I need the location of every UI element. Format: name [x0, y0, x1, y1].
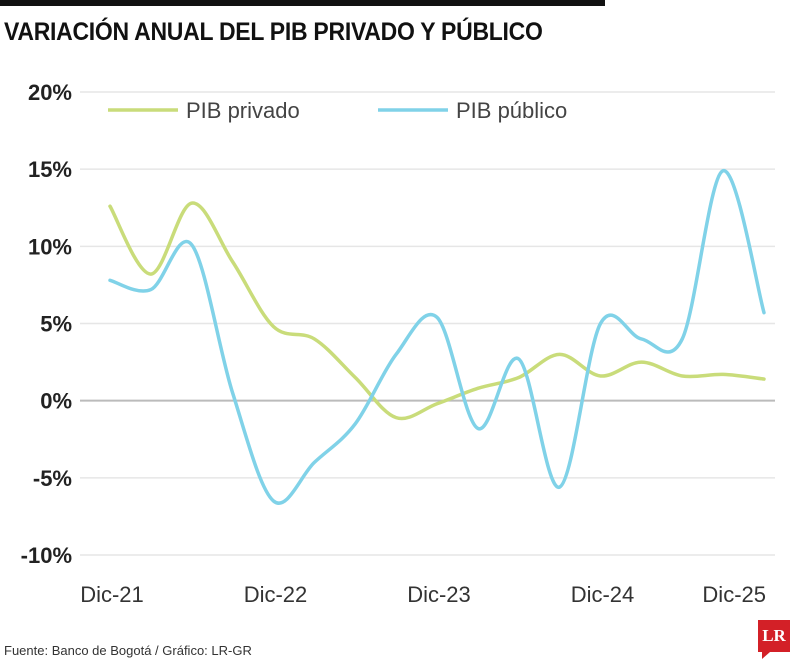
line-chart: 20% 15% 10% 5% 0% -5% -10% Dic-21 Dic-22 Dic-23 Di…: [21, 80, 775, 607]
y-tick-label: 10%: [28, 234, 72, 259]
x-tick-label: Dic-25: [702, 582, 766, 607]
x-tick-label: Dic-22: [244, 582, 308, 607]
y-tick-label: -5%: [33, 466, 72, 491]
x-tick-label: Dic-21: [80, 582, 144, 607]
x-tick-label: Dic-24: [571, 582, 635, 607]
x-tick-label: Dic-23: [407, 582, 471, 607]
y-tick-label: -10%: [21, 543, 72, 568]
y-tick-label: 20%: [28, 80, 72, 105]
legend-label: PIB privado: [186, 98, 300, 123]
chart-title: VARIACIÓN ANUAL DEL PIB PRIVADO Y PÚBLIC…: [4, 18, 543, 46]
y-tick-label: 0%: [40, 389, 72, 414]
y-tick-label: 15%: [28, 157, 72, 182]
lr-logo: LR: [758, 620, 790, 659]
series-line-pib-publico: [108, 168, 766, 505]
series-line-pib-privado: [108, 201, 766, 421]
top-rule: [0, 0, 605, 6]
y-tick-label: 5%: [40, 312, 72, 337]
source-note: Fuente: Banco de Bogotá / Gráfico: LR-GR: [4, 643, 252, 658]
legend-label: PIB público: [456, 98, 567, 123]
